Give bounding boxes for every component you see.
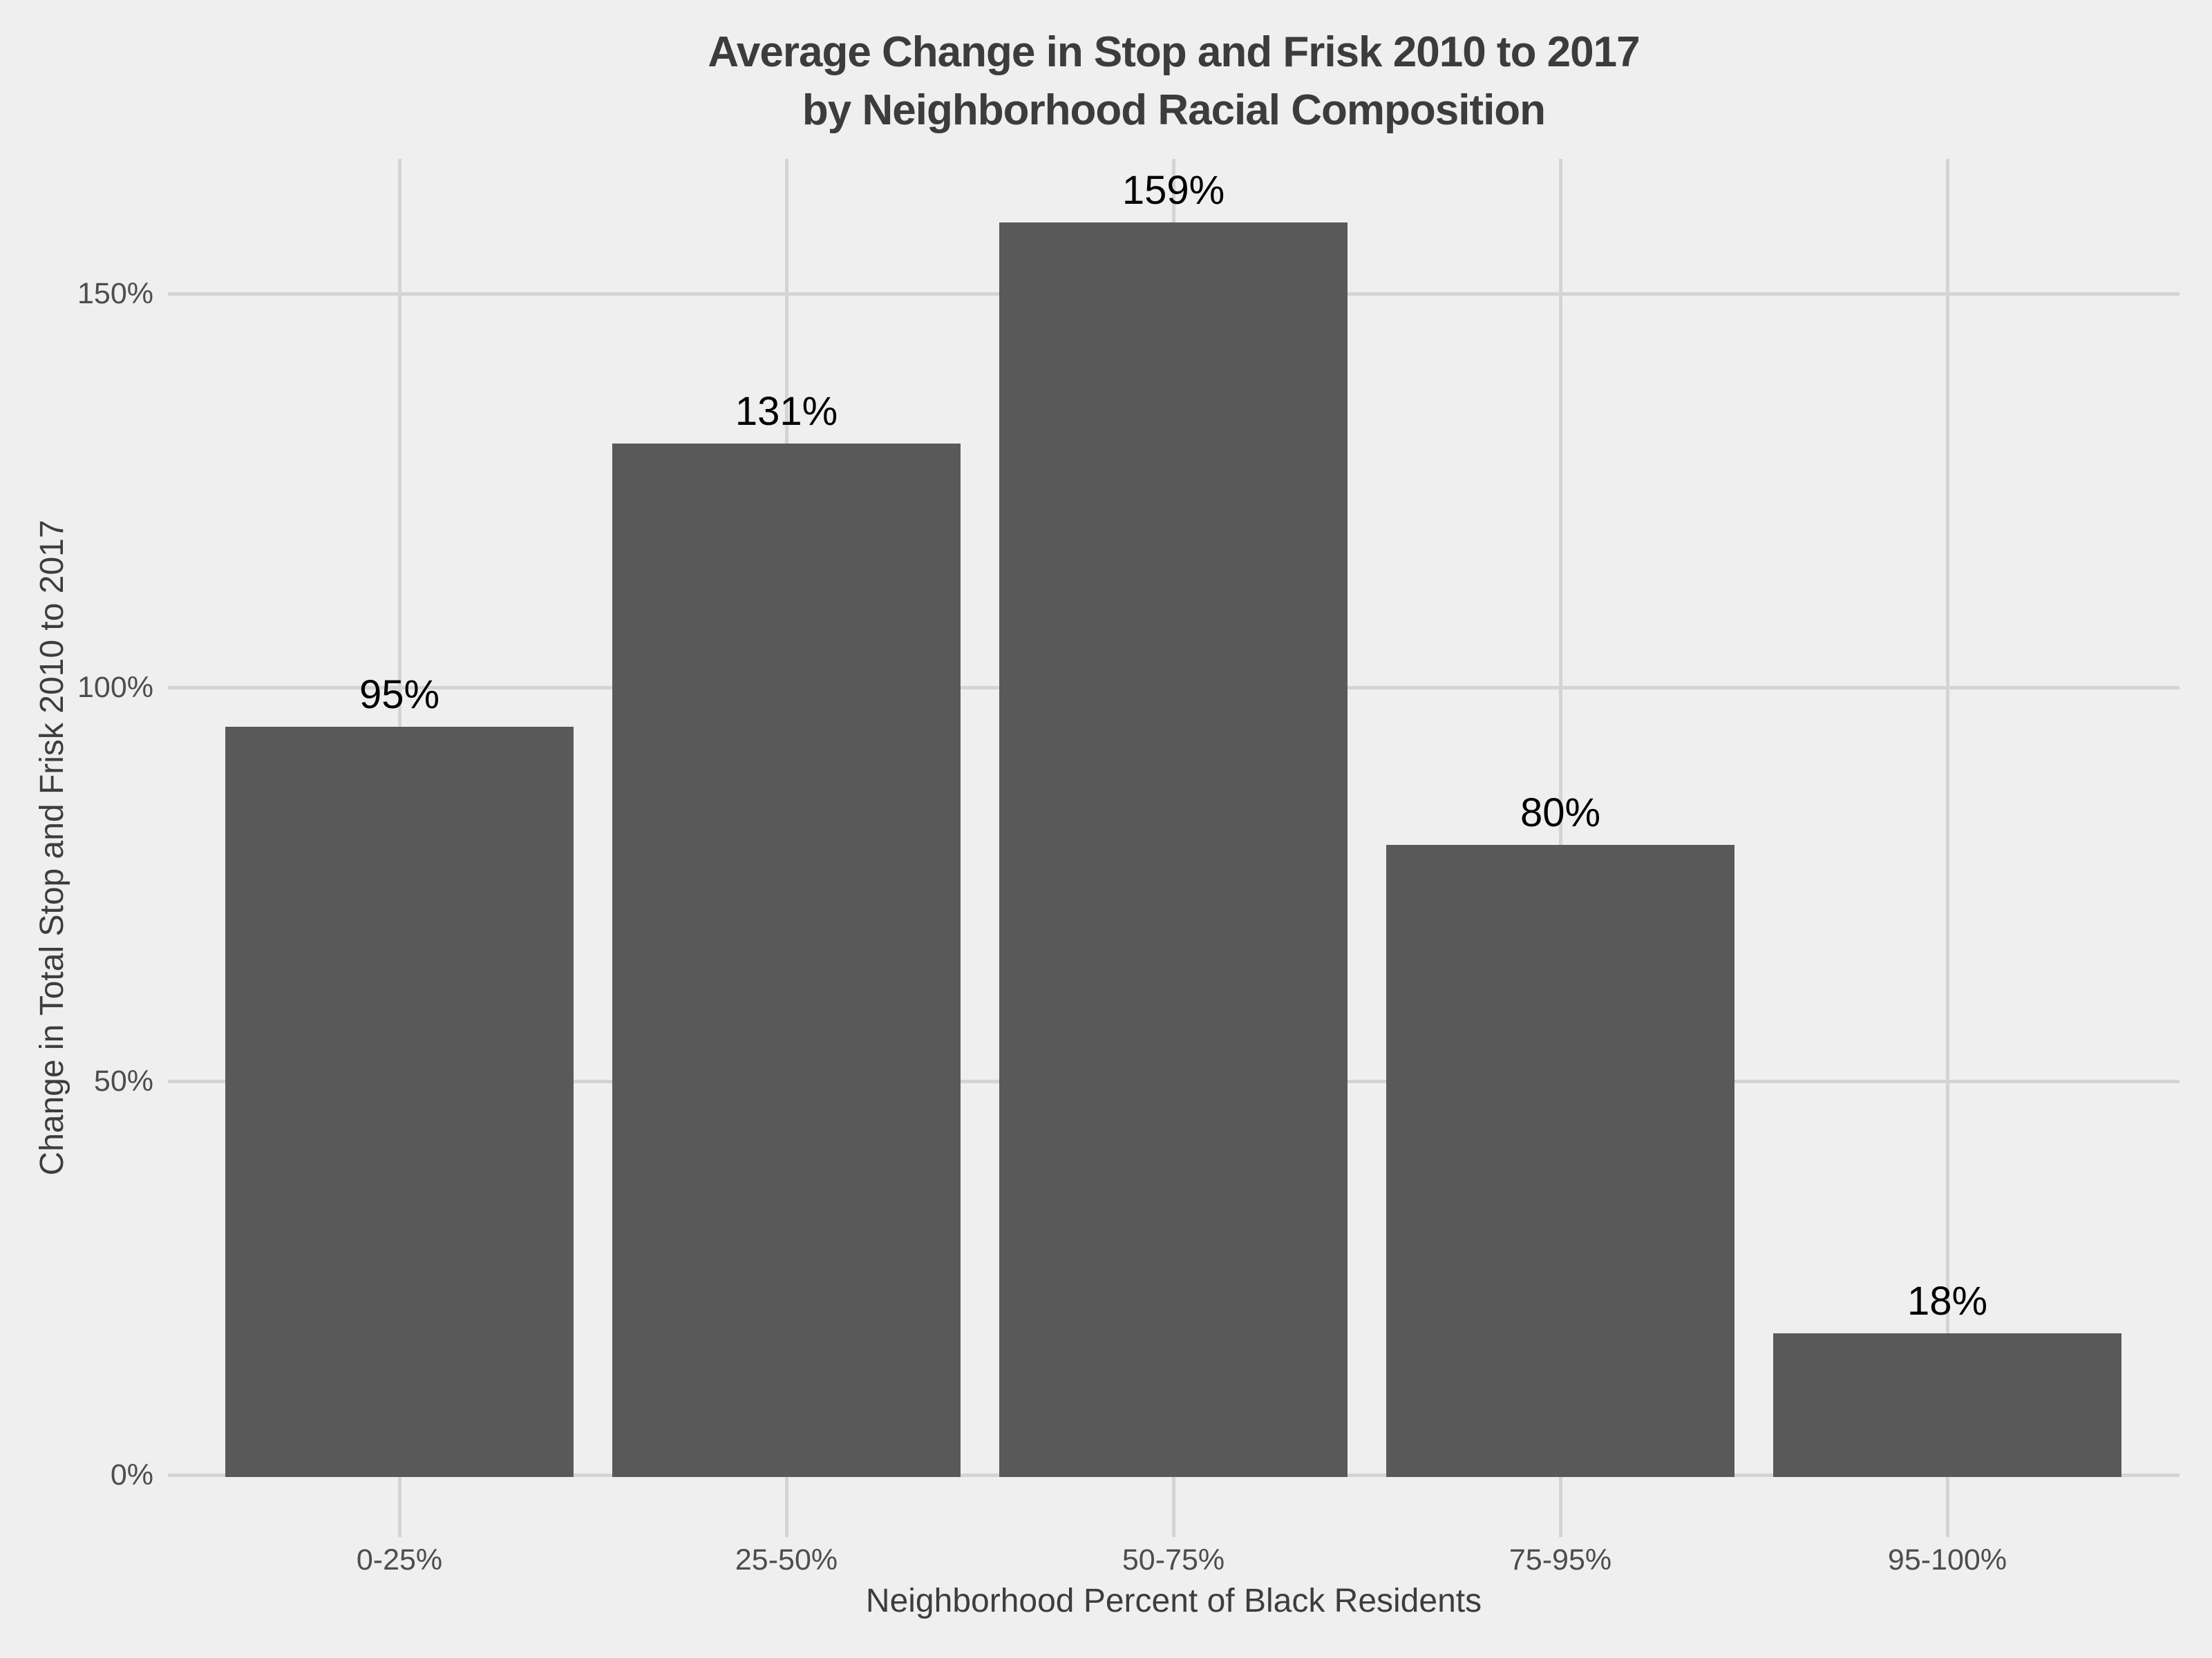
y-axis-title: Change in Total Stop and Frisk 2010 to 2… xyxy=(34,520,70,1176)
x-axis-title: Neighborhood Percent of Black Residents xyxy=(865,1583,1482,1619)
chart-title: Average Change in Stop and Frisk 2010 to… xyxy=(168,23,2180,140)
y-tick-label-50: 50% xyxy=(93,1065,153,1098)
bar-95-100% xyxy=(1773,1333,2121,1477)
bar-25-50% xyxy=(612,444,961,1477)
major-gridline-x-5 xyxy=(1946,159,1949,1537)
bar-value-label-0-25%: 95% xyxy=(359,672,440,717)
bar-value-label-95-100%: 18% xyxy=(1907,1279,1988,1324)
bar-value-label-25-50%: 131% xyxy=(735,389,838,434)
x-tick-label-0-25%: 0-25% xyxy=(356,1543,443,1576)
bar-value-label-50-75%: 159% xyxy=(1122,168,1225,213)
chart-title-line-2: by Neighborhood Racial Composition xyxy=(802,86,1546,134)
x-tick-label-95-100%: 95-100% xyxy=(1887,1543,2007,1576)
bar-50-75% xyxy=(999,222,1348,1477)
x-tick-label-25-50%: 25-50% xyxy=(735,1543,838,1576)
x-tick-label-50-75%: 50-75% xyxy=(1122,1543,1225,1576)
bar-value-label-75-95%: 80% xyxy=(1520,790,1601,835)
x-tick-label-75-95%: 75-95% xyxy=(1509,1543,1612,1576)
bar-75-95% xyxy=(1386,845,1734,1477)
bar-0-25% xyxy=(225,727,574,1477)
y-tick-label-100: 100% xyxy=(77,671,153,704)
y-tick-label-150: 150% xyxy=(77,277,153,310)
y-tick-label-0: 0% xyxy=(110,1458,153,1492)
chart-title-line-1: Average Change in Stop and Frisk 2010 to… xyxy=(708,28,1640,76)
